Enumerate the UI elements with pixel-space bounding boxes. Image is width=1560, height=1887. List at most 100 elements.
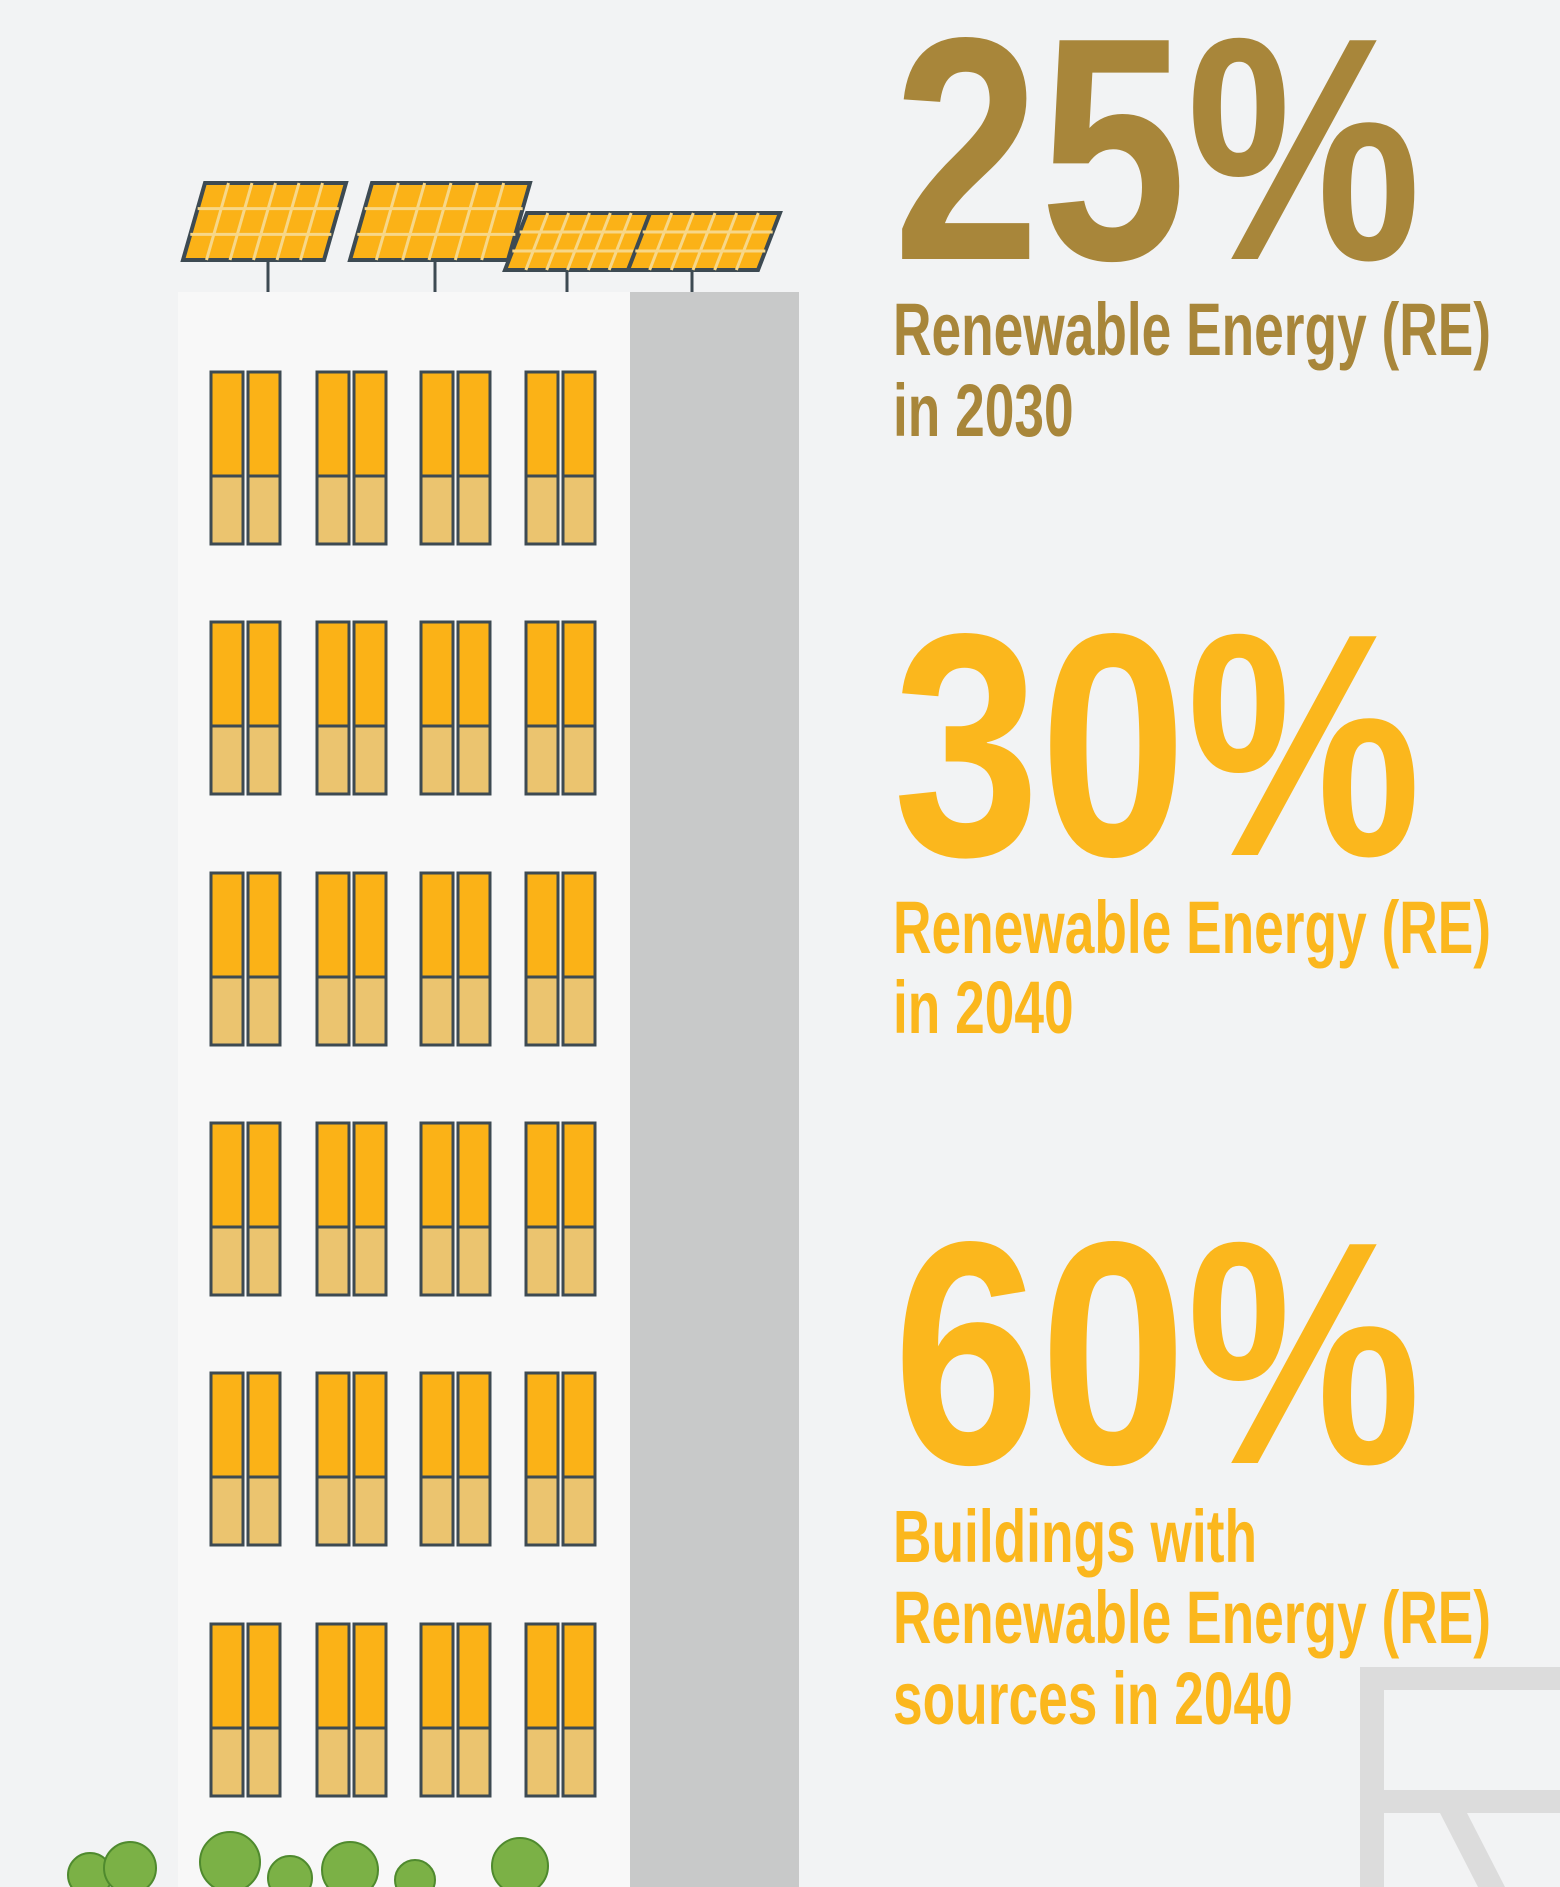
window-bottom [526,1477,558,1545]
stat-description: Renewable Energy (RE) [893,288,1491,371]
window-bottom [458,726,490,794]
window-top [248,622,280,726]
window-bottom [354,476,386,544]
window-bottom [317,977,349,1045]
window-bottom [248,977,280,1045]
tree [200,1832,260,1887]
window-top [421,1373,453,1477]
stat-description: in 2030 [893,369,1074,452]
window-bottom [458,1728,490,1796]
window-top [421,1624,453,1728]
stat-description: sources in 2040 [893,1657,1293,1740]
window-bottom [526,726,558,794]
window-bottom [421,1728,453,1796]
window-top [354,1373,386,1477]
window-top [354,1624,386,1728]
window-top [211,622,243,726]
window-top [211,1373,243,1477]
window-top [458,873,490,977]
window-bottom [317,1477,349,1545]
window-top [526,1624,558,1728]
window-bottom [458,1227,490,1295]
tree [104,1842,156,1887]
stat-description: in 2040 [893,966,1074,1049]
window-top [317,372,349,476]
window-bottom [317,726,349,794]
window-top [248,1624,280,1728]
stat-value: 25% [893,0,1421,326]
window-top [421,622,453,726]
window-bottom [458,977,490,1045]
window-top [354,372,386,476]
window-bottom [563,726,595,794]
window-top [458,1123,490,1227]
window-bottom [211,1477,243,1545]
window-bottom [563,1227,595,1295]
window-top [563,622,595,726]
window-top [211,1123,243,1227]
window-bottom [526,476,558,544]
window-bottom [354,1728,386,1796]
window-bottom [458,476,490,544]
window-bottom [211,726,243,794]
window-top [563,873,595,977]
window-bottom [248,726,280,794]
window-top [526,1123,558,1227]
window-bottom [421,726,453,794]
window-top [211,372,243,476]
window-top [421,372,453,476]
window-bottom [563,1728,595,1796]
infographic: 25%Renewable Energy (RE)in 203030%Renewa… [0,0,1560,1887]
stats: 25%Renewable Energy (RE)in 203030%Renewa… [893,0,1491,1740]
window-bottom [563,1477,595,1545]
window-top [248,1373,280,1477]
window-bottom [317,476,349,544]
window-bottom [526,977,558,1045]
window-top [563,1373,595,1477]
window-bottom [317,1227,349,1295]
window-top [317,1373,349,1477]
window-top [248,1123,280,1227]
window-top [248,372,280,476]
stat-description: Renewable Energy (RE) [893,1576,1491,1659]
window-bottom [211,1728,243,1796]
window-bottom [421,476,453,544]
window-top [354,873,386,977]
window-bottom [248,1477,280,1545]
window-bottom [526,1227,558,1295]
window-top [421,873,453,977]
window-top [354,1123,386,1227]
window-bottom [421,977,453,1045]
stat-description: Renewable Energy (RE) [893,886,1491,969]
window-top [526,1373,558,1477]
window-top [458,1373,490,1477]
window-top [317,1624,349,1728]
window-top [248,873,280,977]
window-top [211,873,243,977]
window-top [317,873,349,977]
window-bottom [211,476,243,544]
window-bottom [354,1477,386,1545]
window-bottom [354,977,386,1045]
tree [322,1842,378,1887]
stat-description: Buildings with [893,1495,1257,1578]
building-side [630,292,799,1887]
window-bottom [421,1227,453,1295]
window-bottom [458,1477,490,1545]
window-bottom [317,1728,349,1796]
window-top [421,1123,453,1227]
window-top [563,1624,595,1728]
window-bottom [211,1227,243,1295]
window-top [526,873,558,977]
window-bottom [354,1227,386,1295]
window-bottom [563,977,595,1045]
tree [492,1838,548,1887]
window-bottom [421,1477,453,1545]
window-top [526,372,558,476]
window-top [317,622,349,726]
stat-value: 30% [893,567,1421,923]
window-top [458,622,490,726]
window-bottom [354,726,386,794]
window-top [563,372,595,476]
stat-value: 60% [893,1175,1421,1531]
